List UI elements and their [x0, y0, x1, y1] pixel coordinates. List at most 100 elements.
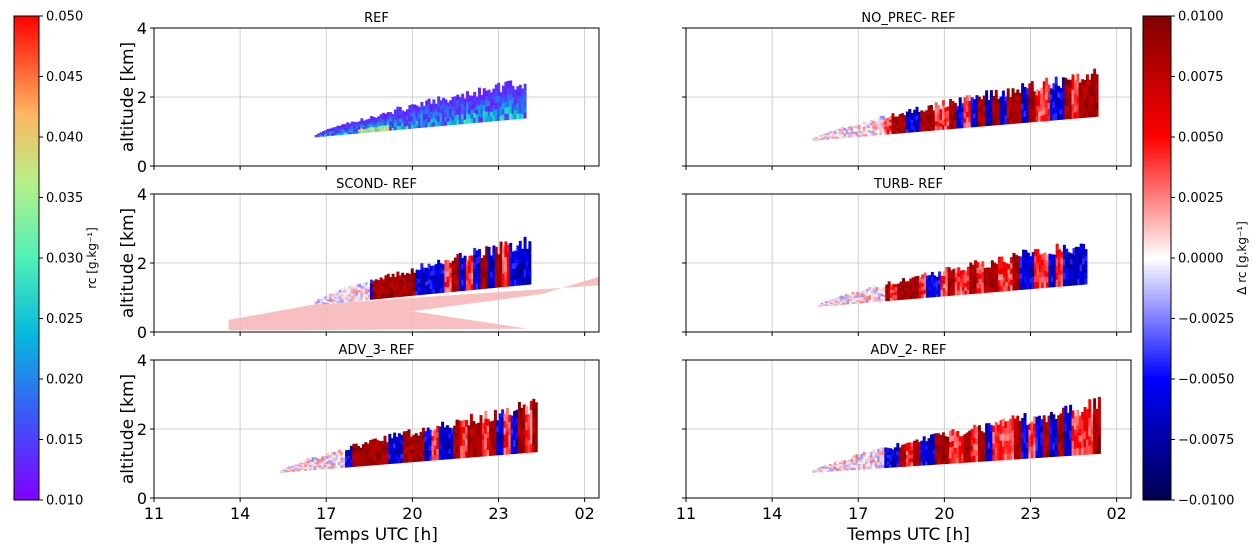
field-cell — [329, 296, 333, 299]
field-cell — [469, 449, 473, 458]
field-cell — [1071, 103, 1075, 112]
field-cell — [369, 118, 373, 122]
field-cell — [913, 461, 917, 467]
field-cell — [294, 466, 298, 469]
field-cell — [830, 300, 834, 303]
field-cell — [1042, 429, 1046, 437]
field-cell — [927, 105, 931, 111]
field-cell — [872, 123, 876, 127]
field-cell — [963, 102, 967, 108]
field-cell — [1090, 426, 1094, 435]
field-cell — [973, 117, 977, 123]
field-cell — [899, 290, 903, 294]
field-cell — [528, 241, 532, 249]
field-cell — [325, 465, 329, 470]
field-cell — [396, 288, 400, 294]
field-cell — [902, 285, 906, 290]
field-cell — [384, 122, 388, 126]
field-cell — [1071, 89, 1075, 97]
field-cell — [843, 129, 847, 132]
field-cell — [845, 467, 849, 471]
field-cell — [329, 299, 333, 303]
field-cell — [999, 101, 1003, 107]
field-cell — [1049, 98, 1053, 105]
field-cell — [877, 129, 881, 133]
field-cell — [1053, 265, 1057, 272]
field-cell — [1081, 85, 1085, 93]
field-cell — [301, 462, 305, 465]
field-cell — [963, 107, 967, 113]
field-cell — [1040, 104, 1044, 111]
field-cell — [1018, 420, 1022, 428]
field-cell — [920, 452, 924, 458]
field-cell — [962, 282, 966, 287]
colorbar-tick-label: −0.0075 — [1178, 433, 1234, 448]
field-cell — [372, 292, 376, 297]
field-cell — [1021, 431, 1025, 439]
field-cell — [1005, 285, 1009, 292]
field-cell — [925, 445, 929, 450]
field-cell — [857, 128, 861, 132]
field-cell — [933, 286, 937, 291]
field-cell — [489, 421, 493, 428]
field-cell — [513, 417, 517, 426]
field-cell — [331, 293, 335, 296]
field-cell — [856, 297, 860, 300]
field-cell — [398, 285, 402, 290]
field-cell — [941, 453, 945, 459]
field-cell — [1010, 273, 1014, 280]
field-cell — [858, 292, 862, 296]
field-cell — [1071, 410, 1075, 419]
field-cell — [858, 294, 862, 298]
field-cell — [1025, 110, 1029, 118]
field-cell — [1057, 415, 1061, 423]
field-cell — [369, 295, 373, 300]
field-cell — [826, 132, 830, 135]
field-cell — [921, 274, 925, 279]
field-cell — [889, 124, 893, 129]
field-cell — [1009, 110, 1013, 116]
field-cell — [444, 112, 448, 118]
field-cell — [961, 444, 965, 450]
field-cell — [898, 450, 902, 455]
field-cell — [485, 260, 489, 268]
field-cell — [1041, 281, 1045, 289]
field-cell — [1013, 425, 1017, 433]
field-cell — [391, 119, 395, 123]
field-cell — [878, 292, 882, 296]
field-cell — [880, 298, 884, 302]
field-cell — [1025, 93, 1029, 101]
field-cell — [1029, 261, 1033, 268]
field-cell — [851, 297, 855, 301]
field-cell — [987, 108, 991, 114]
field-cell — [879, 447, 883, 452]
field-cell — [985, 107, 989, 115]
field-cell — [976, 272, 980, 279]
field-cell — [1023, 92, 1027, 100]
field-cell — [974, 265, 978, 272]
field-cell — [824, 469, 828, 471]
field-cell — [928, 293, 932, 298]
field-cell — [812, 470, 816, 472]
field-cell — [881, 457, 885, 462]
field-cell — [407, 445, 411, 452]
field-cell — [422, 285, 426, 291]
field-cell — [456, 94, 460, 101]
field-cell — [364, 442, 368, 447]
field-cell — [1070, 274, 1074, 281]
field-cell — [987, 104, 991, 110]
field-cell — [1054, 90, 1058, 99]
field-cell — [861, 294, 865, 298]
field-cell — [482, 93, 486, 100]
field-cell — [831, 463, 835, 466]
field-cell — [882, 293, 886, 297]
field-cell — [831, 469, 835, 472]
field-cell — [1011, 99, 1015, 107]
field-cell — [446, 121, 450, 126]
field-cell — [448, 427, 452, 434]
field-cell — [369, 129, 373, 133]
field-cell — [1036, 268, 1040, 276]
field-cell — [285, 471, 289, 473]
field-cell — [455, 419, 459, 427]
field-cell — [1073, 441, 1077, 450]
